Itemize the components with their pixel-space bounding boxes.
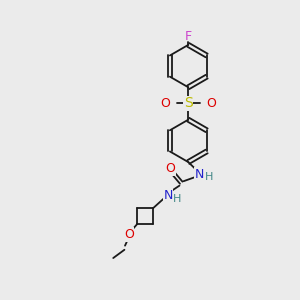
Text: O: O bbox=[206, 97, 216, 110]
Text: N: N bbox=[195, 168, 204, 181]
Text: S: S bbox=[184, 97, 193, 110]
Text: H: H bbox=[172, 194, 181, 204]
Text: O: O bbox=[165, 162, 175, 175]
Text: O: O bbox=[124, 228, 134, 241]
Text: N: N bbox=[163, 188, 172, 202]
Text: H: H bbox=[205, 172, 213, 182]
Text: O: O bbox=[161, 97, 171, 110]
Text: F: F bbox=[185, 30, 192, 44]
